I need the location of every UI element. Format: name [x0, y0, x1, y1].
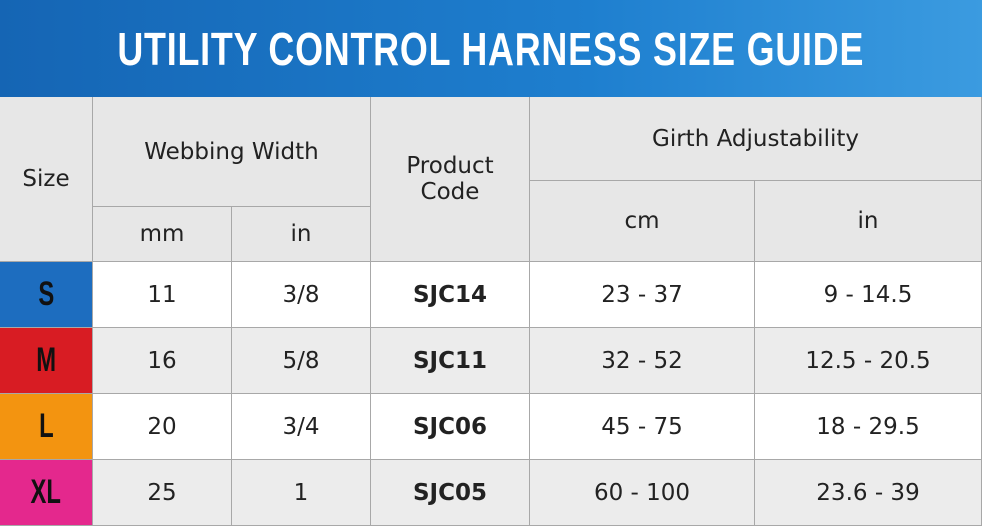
- table-cell: 9 - 14.5: [755, 262, 982, 328]
- table-cell: SJC05: [371, 460, 530, 526]
- table-cell: SJC14: [371, 262, 530, 328]
- table-cell: 60 - 100: [530, 460, 755, 526]
- table-cell: 23.6 - 39: [755, 460, 982, 526]
- table-cell: 3/4: [232, 394, 371, 460]
- header-cell: cm: [530, 181, 755, 262]
- title: UTILITY CONTROL HARNESS SIZE GUIDE: [117, 22, 865, 75]
- table-cell: 11: [93, 262, 232, 328]
- size-cell: S: [0, 262, 93, 328]
- size-cell: M: [0, 328, 93, 394]
- size-label: M: [36, 341, 56, 379]
- table-cell: 32 - 52: [530, 328, 755, 394]
- table-cell: 18 - 29.5: [755, 394, 982, 460]
- table-cell: SJC06: [371, 394, 530, 460]
- size-cell: XL: [0, 460, 93, 526]
- header-cell: in: [755, 181, 982, 262]
- size-label: L: [38, 407, 54, 445]
- header-cell: Size: [0, 97, 93, 262]
- size-label: S: [38, 275, 54, 313]
- table-cell: 1: [232, 460, 371, 526]
- title-banner: UTILITY CONTROL HARNESS SIZE GUIDE: [0, 0, 982, 97]
- size-cell: L: [0, 394, 93, 460]
- table-cell: 3/8: [232, 262, 371, 328]
- header-cell: Product Code: [371, 97, 530, 262]
- table-cell: 12.5 - 20.5: [755, 328, 982, 394]
- header-cell: mm: [93, 207, 232, 262]
- table-cell: SJC11: [371, 328, 530, 394]
- size-label: XL: [30, 473, 62, 511]
- table-cell: 25: [93, 460, 232, 526]
- table-cell: 45 - 75: [530, 394, 755, 460]
- header-cell: Girth Adjustability: [530, 97, 982, 181]
- table-cell: 5/8: [232, 328, 371, 394]
- table-cell: 16: [93, 328, 232, 394]
- header-cell: Webbing Width: [93, 97, 371, 207]
- table-cell: 23 - 37: [530, 262, 755, 328]
- header-cell: in: [232, 207, 371, 262]
- table-cell: 20: [93, 394, 232, 460]
